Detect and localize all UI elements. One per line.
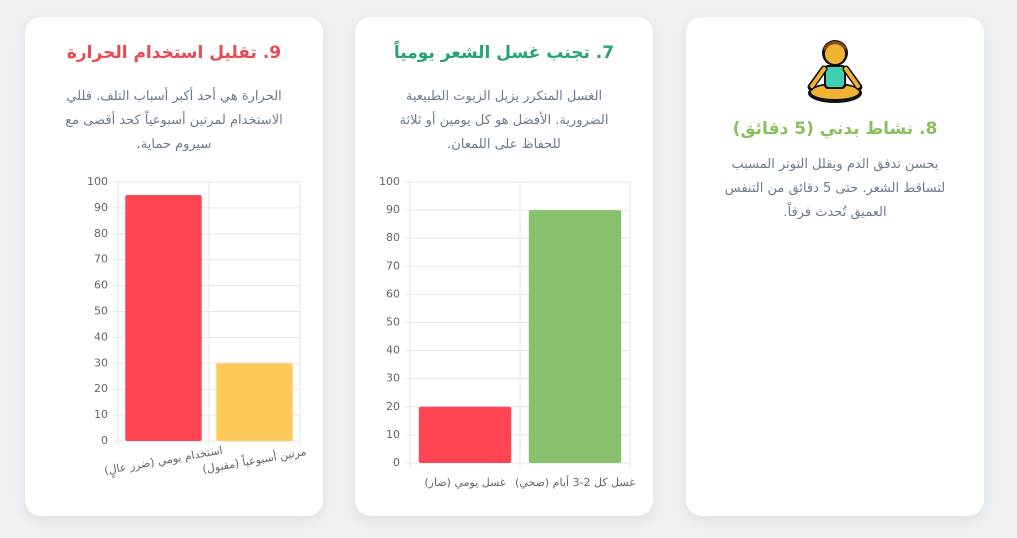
- y-tick-label: 40: [386, 344, 400, 357]
- y-tick-label: 20: [386, 400, 400, 413]
- y-tick-label: 10: [94, 408, 108, 421]
- bar: [418, 406, 512, 463]
- y-tick-label: 60: [386, 287, 400, 300]
- y-tick-label: 100: [379, 175, 400, 188]
- y-tick-label: 10: [386, 428, 400, 441]
- card-title: 9. تقليل استخدام الحرارة: [66, 43, 282, 63]
- y-tick-label: 80: [94, 227, 108, 240]
- x-tick-label: غسل كل 2-3 أيام (صحي): [515, 475, 635, 489]
- card: 8. نشاط بدني (5 دقائق) يحسن تدفق الدم وي…: [686, 17, 984, 516]
- bar: [125, 194, 202, 441]
- y-tick-label: 0: [393, 456, 400, 469]
- y-tick-label: 30: [94, 356, 108, 369]
- y-tick-label: 80: [386, 231, 400, 244]
- y-tick-label: 70: [386, 259, 400, 272]
- card-text: يحسن تدفق الدم ويقلل التوتر المسبب لتساق…: [724, 157, 946, 220]
- y-tick-label: 0: [101, 434, 108, 447]
- chart: 0 10 20 30 40 50 60 70 80 90 100 غسل يومي (ضار) غسل …: [379, 175, 635, 489]
- y-tick-label: 90: [94, 201, 108, 214]
- y-tick-label: 100: [87, 175, 108, 188]
- y-tick-label: 50: [386, 316, 400, 329]
- y-tick-label: 90: [386, 203, 400, 216]
- y-tick-label: 30: [386, 372, 400, 385]
- y-tick-label: 60: [94, 279, 108, 292]
- y-tick-label: 20: [94, 382, 108, 395]
- card-text: الحرارة هي أحد أكبر أسباب التلف. قللي ال…: [65, 89, 283, 152]
- card-text: الغسل المتكرر يزيل الزيوت الطبيعية الضرو…: [399, 89, 609, 152]
- x-tick-label: غسل يومي (ضار): [424, 476, 506, 489]
- bar: [216, 363, 293, 441]
- y-tick-label: 50: [94, 305, 108, 318]
- card-title: 8. نشاط بدني (5 دقائق): [732, 119, 938, 139]
- card-title: 7. تجنب غسل الشعر يومياً: [393, 43, 615, 63]
- y-tick-label: 70: [94, 253, 108, 266]
- icon: [807, 40, 863, 103]
- bar: [528, 210, 622, 463]
- y-tick-label: 40: [94, 330, 108, 343]
